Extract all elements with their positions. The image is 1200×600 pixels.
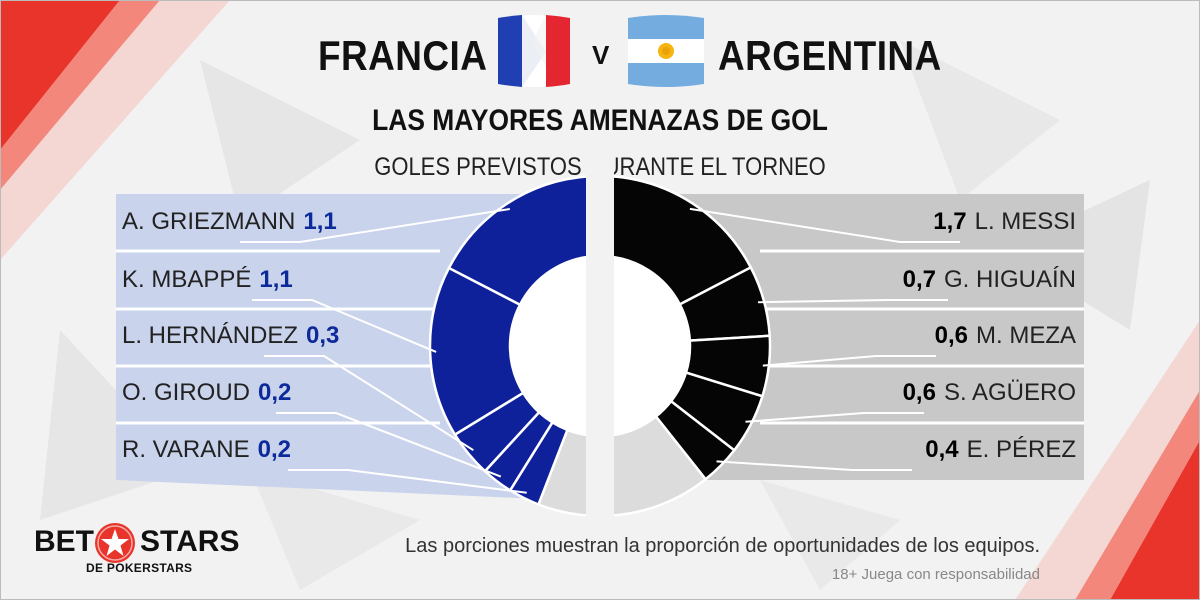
chart-title: LAS MAYORES AMENAZAS DE GOL <box>372 104 828 137</box>
header: FRANCIA V ARGENTINA <box>0 10 1200 100</box>
leader-line-fr-1 <box>252 299 437 353</box>
player-name: O. GIROUD <box>122 379 251 406</box>
team-a-name: FRANCIA <box>318 32 488 79</box>
player-name: A. GRIEZMANN <box>122 208 296 235</box>
star-icon <box>95 523 135 563</box>
leader-line-ar-0 <box>689 207 960 243</box>
player-name: E. PÉREZ <box>966 436 1076 463</box>
leader-line-ar-3 <box>745 412 924 423</box>
donut-slice-fr-0 <box>447 175 596 307</box>
logo-stars-text: STARS <box>140 525 240 558</box>
player-row-ar-4: 0,4 E. PÉREZ <box>925 430 1076 470</box>
player-row-ar-0: 1,7 L. MESSI <box>933 202 1076 242</box>
player-name: R. VARANE <box>122 436 250 463</box>
leader-line-fr-2 <box>264 355 474 452</box>
footnote: Las porciones muestran la proporción de … <box>405 535 1040 557</box>
player-value: 1,1 <box>303 208 337 235</box>
player-value: 0,4 <box>925 436 959 463</box>
player-value: 1,7 <box>933 208 967 235</box>
player-row-fr-0: A. GRIEZMANN 1,1 <box>122 202 337 242</box>
player-row-ar-3: 0,6 S. AGÜERO <box>903 373 1076 413</box>
player-row-fr-1: K. MBAPPÉ 1,1 <box>122 260 293 300</box>
leader-line-ar-4 <box>716 460 912 471</box>
france-flag-icon <box>498 15 570 87</box>
player-row-ar-1: 0,7 G. HIGUAÍN <box>903 260 1076 300</box>
logo-bet-text: BET <box>34 525 94 558</box>
leader-line-ar-2 <box>762 355 936 367</box>
player-row-fr-4: R. VARANE 0,2 <box>122 430 291 470</box>
logo-subtext: DE POKERSTARS <box>86 561 193 575</box>
leader-line-ar-1 <box>758 299 948 304</box>
player-value: 0,3 <box>306 322 340 349</box>
player-name: L. HERNÁNDEZ <box>122 322 299 349</box>
versus-label: V <box>592 40 610 70</box>
player-name: G. HIGUAÍN <box>943 266 1076 293</box>
player-name: K. MBAPPÉ <box>122 266 252 293</box>
betstars-logo: BET STARS DE POKERSTARS <box>34 523 239 585</box>
disclaimer: 18+ Juega con responsabilidad <box>831 566 1040 583</box>
player-row-fr-3: O. GIROUD 0,2 <box>122 373 291 413</box>
player-value: 0,6 <box>902 379 936 406</box>
argentina-flag-icon <box>628 15 704 87</box>
player-name: S. AGÜERO <box>943 379 1076 406</box>
donut-slice-fr-1 <box>428 266 525 437</box>
team-b-name: ARGENTINA <box>718 32 942 79</box>
player-value: 0,2 <box>258 379 292 406</box>
donut-split-gap <box>586 156 614 556</box>
player-value: 0,6 <box>934 322 968 349</box>
player-value: 0,2 <box>257 436 291 463</box>
leader-line-fr-0 <box>240 208 510 243</box>
player-row-ar-2: 0,6 M. MEZA <box>935 316 1076 356</box>
player-name: M. MEZA <box>976 322 1076 349</box>
player-value: 1,1 <box>259 266 293 293</box>
leader-line-fr-4 <box>288 469 527 494</box>
player-row-fr-2: L. HERNÁNDEZ 0,3 <box>122 316 339 356</box>
player-name: L. MESSI <box>974 208 1076 235</box>
player-value: 0,7 <box>902 266 936 293</box>
leader-line-fr-3 <box>276 412 502 478</box>
